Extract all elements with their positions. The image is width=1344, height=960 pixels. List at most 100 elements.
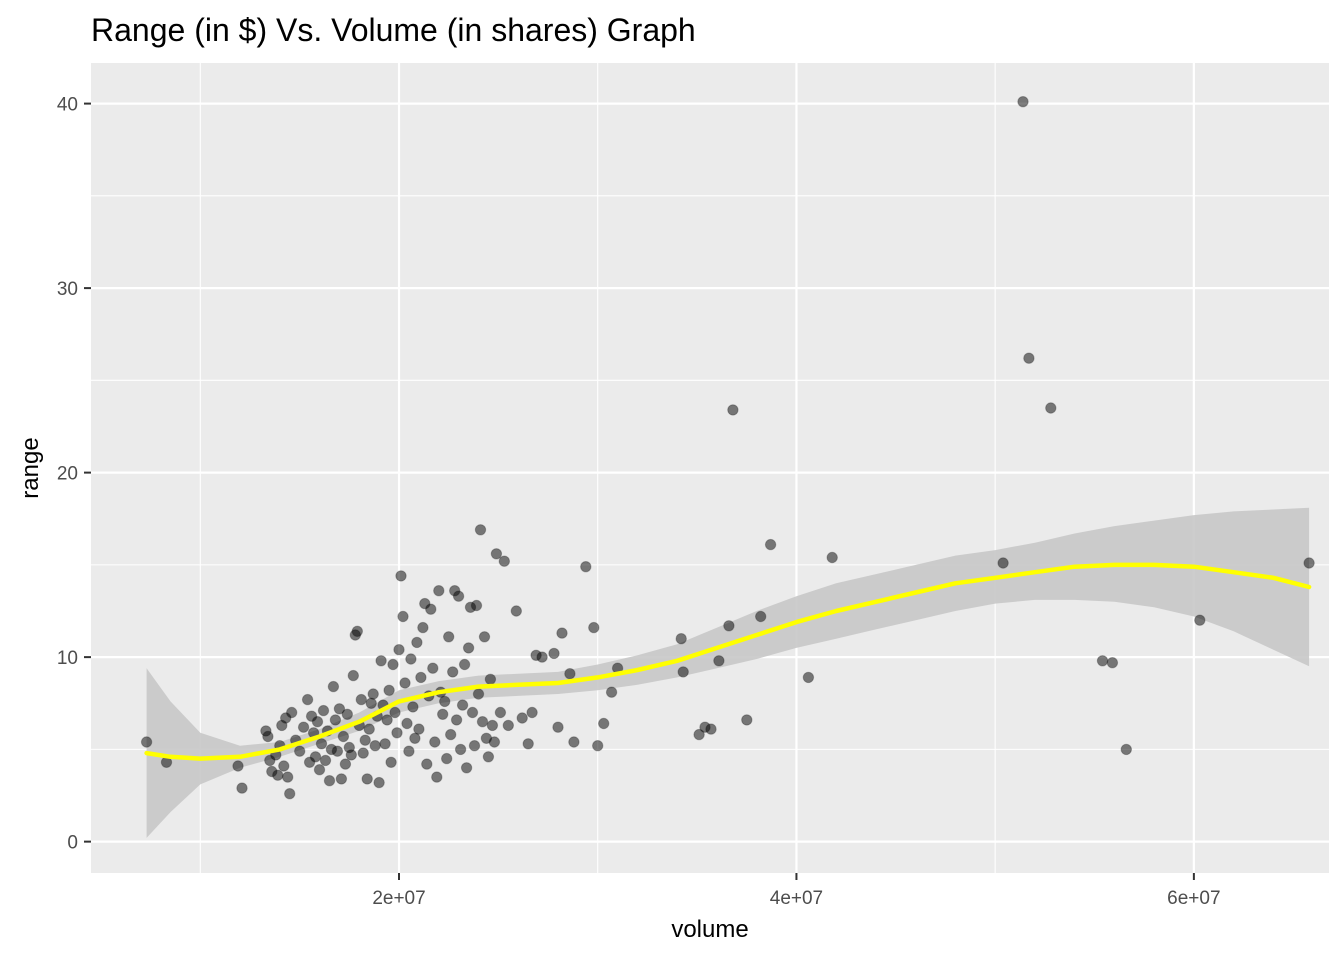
data-point xyxy=(470,599,483,612)
x-tick-label: 6e+07 xyxy=(1167,888,1220,909)
data-point xyxy=(351,625,363,637)
y-tick-label: 30 xyxy=(57,279,78,300)
y-tick-label: 20 xyxy=(57,464,78,485)
data-point xyxy=(727,404,739,416)
data-point xyxy=(764,538,777,551)
data-points xyxy=(140,96,1315,800)
data-point xyxy=(588,621,600,634)
data-point xyxy=(1023,352,1035,364)
data-point xyxy=(439,695,451,708)
data-point xyxy=(705,723,717,735)
data-point xyxy=(431,771,443,783)
data-point xyxy=(456,699,469,711)
data-point xyxy=(462,642,475,654)
data-point xyxy=(140,736,153,748)
data-point xyxy=(361,773,373,785)
x-tick-label: 2e+07 xyxy=(372,888,425,909)
data-point xyxy=(1120,743,1133,756)
data-point xyxy=(359,734,371,746)
data-point xyxy=(367,688,379,700)
data-point xyxy=(262,730,274,743)
data-point xyxy=(548,647,560,660)
data-point xyxy=(383,684,395,696)
data-point xyxy=(552,721,564,733)
data-point xyxy=(417,621,429,634)
data-point xyxy=(564,668,576,680)
data-point xyxy=(443,631,455,643)
data-point xyxy=(522,738,534,750)
data-point xyxy=(450,714,463,726)
data-point xyxy=(460,762,473,774)
data-point xyxy=(399,677,411,689)
data-point xyxy=(278,760,290,772)
data-point xyxy=(536,651,548,663)
data-point xyxy=(363,723,375,735)
data-point xyxy=(486,719,499,732)
data-point xyxy=(741,714,753,726)
data-point xyxy=(385,756,397,768)
data-point xyxy=(826,551,838,564)
data-point xyxy=(369,740,381,752)
data-point xyxy=(605,686,618,698)
data-point xyxy=(413,723,425,735)
data-point xyxy=(387,658,399,671)
data-point xyxy=(498,555,510,567)
y-axis-title: range xyxy=(17,437,44,498)
data-point xyxy=(580,561,592,573)
data-point xyxy=(323,775,336,787)
data-point xyxy=(476,716,489,728)
data-point xyxy=(327,680,340,693)
data-point xyxy=(1303,557,1315,569)
data-point xyxy=(317,704,330,717)
data-point xyxy=(329,714,342,726)
data-point xyxy=(526,706,538,719)
data-point xyxy=(297,721,310,733)
data-point xyxy=(482,751,495,763)
data-point xyxy=(375,655,387,667)
data-point xyxy=(452,590,465,602)
data-point xyxy=(723,620,735,632)
data-point xyxy=(286,706,298,719)
data-point xyxy=(484,673,497,685)
data-point xyxy=(502,719,514,732)
data-point xyxy=(313,764,326,776)
data-point xyxy=(232,760,244,772)
data-point xyxy=(488,736,501,748)
data-point xyxy=(381,714,393,726)
data-point xyxy=(1045,402,1057,414)
data-point xyxy=(347,669,359,682)
data-point xyxy=(429,736,441,748)
data-point xyxy=(458,658,471,671)
data-point xyxy=(556,627,568,639)
data-point xyxy=(357,747,369,759)
data-point xyxy=(494,706,507,719)
data-point xyxy=(421,758,433,770)
data-point xyxy=(474,524,487,536)
x-axis: 2e+07 4e+07 6e+07 xyxy=(372,873,1221,909)
data-point xyxy=(373,776,385,789)
data-point xyxy=(693,728,705,741)
data-point xyxy=(677,666,689,678)
data-point xyxy=(391,727,403,739)
data-point xyxy=(472,688,485,700)
data-point xyxy=(236,782,248,794)
data-point xyxy=(309,751,322,763)
data-point xyxy=(282,771,294,783)
data-point xyxy=(447,666,459,678)
data-point xyxy=(311,716,324,728)
data-point xyxy=(337,730,350,743)
data-point xyxy=(411,636,423,649)
data-point xyxy=(802,671,815,684)
x-axis-title: volume xyxy=(671,916,748,943)
data-point xyxy=(568,736,580,748)
data-point xyxy=(319,754,332,767)
data-point xyxy=(675,633,687,645)
data-point xyxy=(466,706,479,719)
data-point xyxy=(997,557,1009,569)
data-point xyxy=(1106,657,1119,669)
data-point xyxy=(355,693,367,706)
data-point xyxy=(478,631,491,643)
data-point xyxy=(427,662,439,674)
data-point xyxy=(393,644,405,656)
